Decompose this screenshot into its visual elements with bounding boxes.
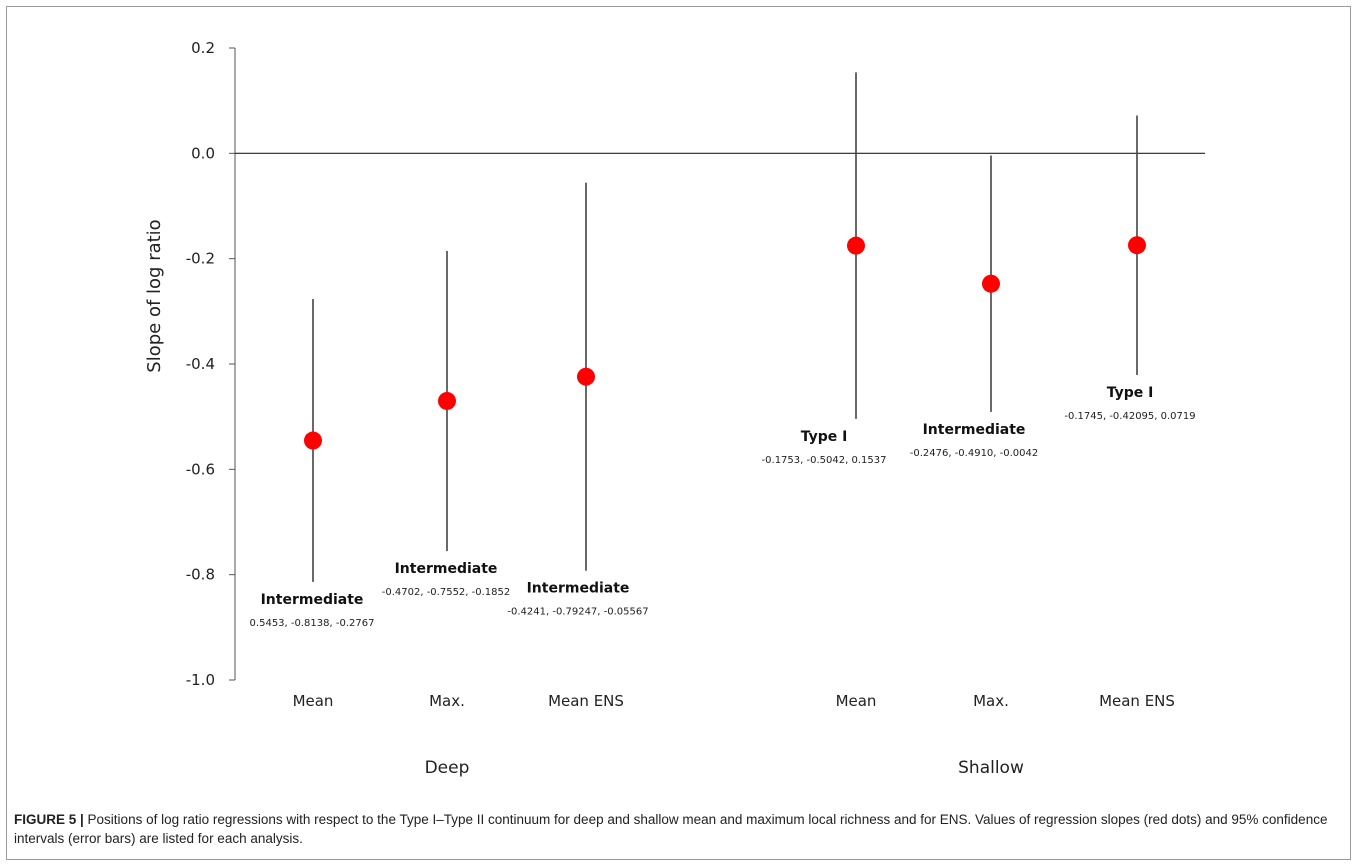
category-label: Max. (429, 692, 465, 710)
category-label: Mean (293, 692, 334, 710)
class-label: Type I (801, 429, 848, 445)
group-label: Deep (425, 758, 470, 778)
category-labels: Mean Max. Mean ENS Deep Mean Max. Mean ENS Shal… (293, 692, 1175, 778)
values-label: -0.2476, -0.4910, -0.0042 (910, 448, 1039, 459)
figure-label: FIGURE 5 | (14, 812, 84, 827)
chart: 0.2 0.0 -0.2 -0.4 -0.6 -0.8 -1.0 Intermediate 0… (144, 39, 1205, 778)
class-label: Type I (1107, 385, 1154, 401)
y-tick-label: -0.4 (186, 355, 215, 373)
class-label: Intermediate (923, 422, 1026, 438)
data-point (438, 391, 456, 410)
figure-frame (6, 6, 1351, 860)
y-axis: 0.2 0.0 -0.2 -0.4 -0.6 -0.8 -1.0 (186, 39, 236, 689)
data-point (847, 236, 865, 255)
category-label: Mean (836, 692, 877, 710)
y-axis-title: Slope of log ratio (144, 219, 165, 372)
values-label: -0.1745, -0.42095, 0.0719 (1064, 411, 1195, 422)
class-label: Intermediate (261, 592, 364, 608)
y-tick-label: -0.2 (186, 250, 215, 268)
data-point (982, 274, 1000, 293)
class-label: Intermediate (395, 561, 498, 577)
data-point (577, 367, 595, 386)
group-label: Shallow (958, 758, 1024, 778)
caption-text: Positions of log ratio regressions with … (14, 812, 1328, 846)
data-point (304, 431, 322, 450)
category-label: Mean ENS (548, 692, 624, 710)
y-tick-label: -0.8 (186, 566, 215, 584)
y-tick-label: -1.0 (186, 671, 215, 689)
point-annotations: Intermediate 0.5453, -0.8138, -0.2767 Inte… (250, 385, 1196, 629)
values-label: 0.5453, -0.8138, -0.2767 (250, 618, 375, 629)
y-tick-label: 0.0 (191, 144, 215, 162)
y-tick-label: 0.2 (191, 39, 215, 57)
values-label: -0.4241, -0.79247, -0.05567 (507, 607, 648, 618)
category-label: Mean ENS (1099, 692, 1175, 710)
data-points (304, 236, 1146, 450)
values-label: -0.1753, -0.5042, 0.1537 (762, 455, 887, 466)
data-point (1128, 236, 1146, 255)
y-tick-label: -0.6 (186, 460, 215, 478)
error-bars (312, 72, 1138, 582)
values-label: -0.4702, -0.7552, -0.1852 (382, 587, 511, 598)
figure-caption: FIGURE 5 | Positions of log ratio regres… (14, 810, 1344, 848)
category-label: Max. (973, 692, 1009, 710)
class-label: Intermediate (527, 581, 630, 597)
